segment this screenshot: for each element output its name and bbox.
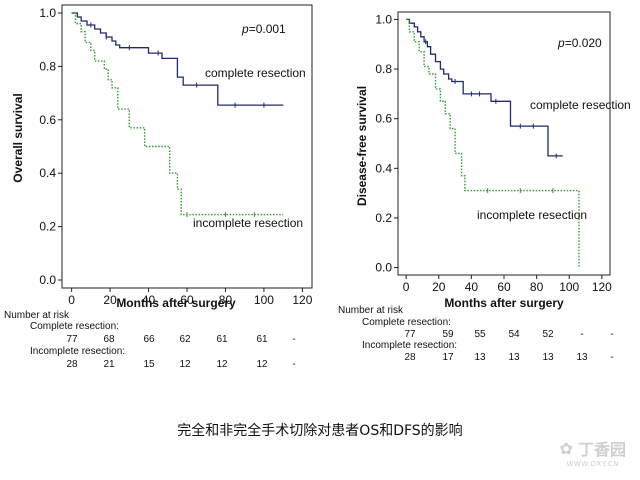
risk-row-label: Incomplete resection: [362, 340, 457, 351]
y-axis-title: Disease-free survival [355, 86, 369, 206]
y-tick-label: 0.0 [39, 273, 56, 287]
p-value-number: =0.001 [249, 22, 286, 36]
x-tick-label: 120 [292, 293, 312, 307]
risk-value: 61 [216, 334, 228, 345]
risk-value: - [610, 352, 613, 363]
risk-value: 28 [66, 359, 78, 370]
risk-value: - [610, 329, 613, 340]
x-tick-label: 120 [592, 280, 612, 294]
risk-value: 77 [66, 334, 78, 345]
chart-panel: 0.0 0.2 0.4 0.6 0.8 1.0 0 20 40 60 80 100 120 Overall… [4, 4, 313, 370]
risk-value: - [292, 359, 295, 370]
watermark: ✿ 丁香园 WWW.DXY.CN [559, 436, 626, 469]
km-curve-incomplete-resection [406, 18, 580, 268]
risk-value: 17 [442, 352, 454, 363]
risk-value: 13 [542, 352, 554, 363]
risk-table-title: Number at risk [4, 310, 70, 321]
curve-annotation: incomplete resection [477, 208, 587, 222]
risk-value: 13 [508, 352, 520, 363]
p-value-symbol: p [241, 22, 249, 36]
p-value: p=0.001 [241, 22, 286, 36]
x-axis-title: Months after surgery [116, 296, 236, 310]
risk-value: 61 [256, 334, 268, 345]
curve-annotation: complete resection [530, 98, 631, 112]
risk-value: 12 [179, 359, 191, 370]
risk-value: 12 [216, 359, 228, 370]
x-tick-label: 20 [103, 293, 117, 307]
risk-value: 12 [256, 359, 268, 370]
x-tick-label: 100 [559, 280, 579, 294]
risk-value: 59 [442, 329, 454, 340]
risk-value: 66 [143, 334, 155, 345]
risk-value: 21 [103, 359, 115, 370]
risk-row-label: Complete resection: [30, 321, 119, 332]
x-tick-label: 40 [465, 280, 479, 294]
risk-value: 52 [542, 329, 554, 340]
risk-value: 28 [404, 352, 416, 363]
figure-caption: 完全和非完全手术切除对患者OS和DFS的影响 [177, 423, 463, 439]
curve-annotation: complete resection [205, 66, 306, 80]
x-tick-label: 0 [68, 293, 75, 307]
x-tick-label: 20 [432, 280, 446, 294]
risk-value: - [580, 329, 583, 340]
risk-value: 68 [103, 334, 115, 345]
p-value-symbol: p [557, 36, 565, 50]
risk-value: 54 [508, 329, 520, 340]
x-axis-title: Months after surgery [444, 296, 564, 310]
plot-frame [61, 4, 313, 289]
y-tick-label: 0.6 [39, 113, 56, 127]
x-tick-label: 80 [219, 293, 233, 307]
y-tick-label: 0.0 [375, 261, 392, 275]
plot-frame [397, 11, 611, 276]
p-value: p=0.020 [557, 36, 602, 50]
x-tick-label: 80 [530, 280, 544, 294]
km-curve-incomplete-resection [71, 12, 284, 216]
risk-value: 77 [404, 329, 416, 340]
watermark-brand: 丁香园 [577, 440, 626, 459]
y-tick-label: 0.2 [39, 220, 56, 234]
risk-value: 62 [179, 334, 191, 345]
risk-table-title: Number at risk [338, 305, 404, 316]
y-tick-label: 1.0 [39, 6, 56, 20]
clover-logo-icon: ✿ [559, 438, 573, 458]
km-curve-complete-resection [71, 12, 284, 106]
x-tick-label: 0 [403, 280, 410, 294]
risk-row-label: Complete resection: [362, 317, 451, 328]
risk-value: 13 [474, 352, 486, 363]
x-tick-label: 60 [497, 280, 511, 294]
risk-value: 15 [143, 359, 155, 370]
risk-value: 13 [576, 352, 588, 363]
km-charts: 0.00.20.40.60.81.00 20 40 60 80 100 120Overall… [4, 4, 631, 370]
y-tick-label: 0.8 [39, 59, 56, 73]
y-tick-label: 0.4 [375, 161, 392, 175]
y-tick-label: 0.2 [375, 211, 392, 225]
x-tick-label: 60 [180, 293, 194, 307]
watermark-url: WWW.DXY.CN [566, 460, 620, 468]
p-value-number: =0.020 [565, 36, 602, 50]
x-tick-label: 100 [254, 293, 274, 307]
y-tick-label: 1.0 [375, 12, 392, 26]
y-tick-label: 0.6 [375, 112, 392, 126]
x-tick-label: 40 [142, 293, 156, 307]
risk-row-label: Incomplete resection: [30, 346, 125, 357]
curve-annotation: incomplete resection [193, 216, 303, 230]
y-tick-label: 0.8 [375, 62, 392, 76]
km-curve-complete-resection [406, 18, 563, 157]
risk-value: 55 [474, 329, 486, 340]
y-tick-label: 0.4 [39, 166, 56, 180]
risk-value: - [292, 334, 295, 345]
chart-panel: 0.0 0.2 0.4 0.6 0.8 1.0 0 20 40 60 80 100 120 Disease… [338, 11, 631, 363]
y-axis-title: Overall survival [11, 93, 25, 182]
